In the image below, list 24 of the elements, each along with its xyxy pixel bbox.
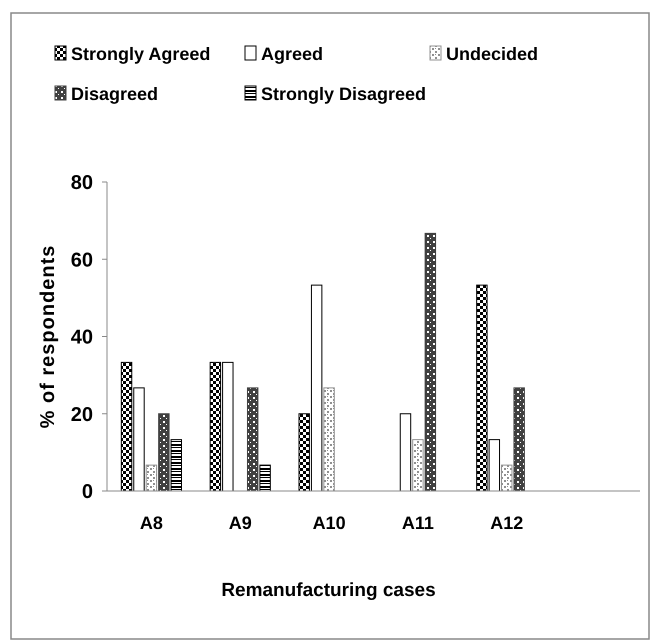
x-tick-label: A12 <box>490 513 524 533</box>
bar <box>513 387 525 492</box>
legend-label: Strongly Agreed <box>71 44 210 64</box>
x-tick-label: A8 <box>140 513 163 533</box>
y-tick-label: 0 <box>82 481 93 503</box>
y-axis-title: % of respondents <box>37 244 59 428</box>
legend-label: Undecided <box>446 44 538 64</box>
bar <box>424 232 436 492</box>
y-tick-label: 40 <box>70 326 93 348</box>
y-tick-label: 80 <box>70 172 93 194</box>
legend-label: Disagreed <box>71 84 158 104</box>
x-tick-label: A10 <box>312 513 346 533</box>
x-tick-label: A11 <box>402 513 434 533</box>
bar <box>170 439 182 492</box>
bar <box>158 413 170 492</box>
legend-label: Agreed <box>261 44 324 64</box>
y-tick-label: 20 <box>70 404 93 426</box>
x-tick-label: A9 <box>228 513 252 533</box>
bar <box>259 464 271 492</box>
bar <box>246 387 258 492</box>
x-axis-title: Remanufacturing cases <box>221 580 436 601</box>
legend-label: Strongly Disagreed <box>261 84 426 104</box>
bar <box>400 413 412 492</box>
y-tick-label: 60 <box>70 249 93 272</box>
